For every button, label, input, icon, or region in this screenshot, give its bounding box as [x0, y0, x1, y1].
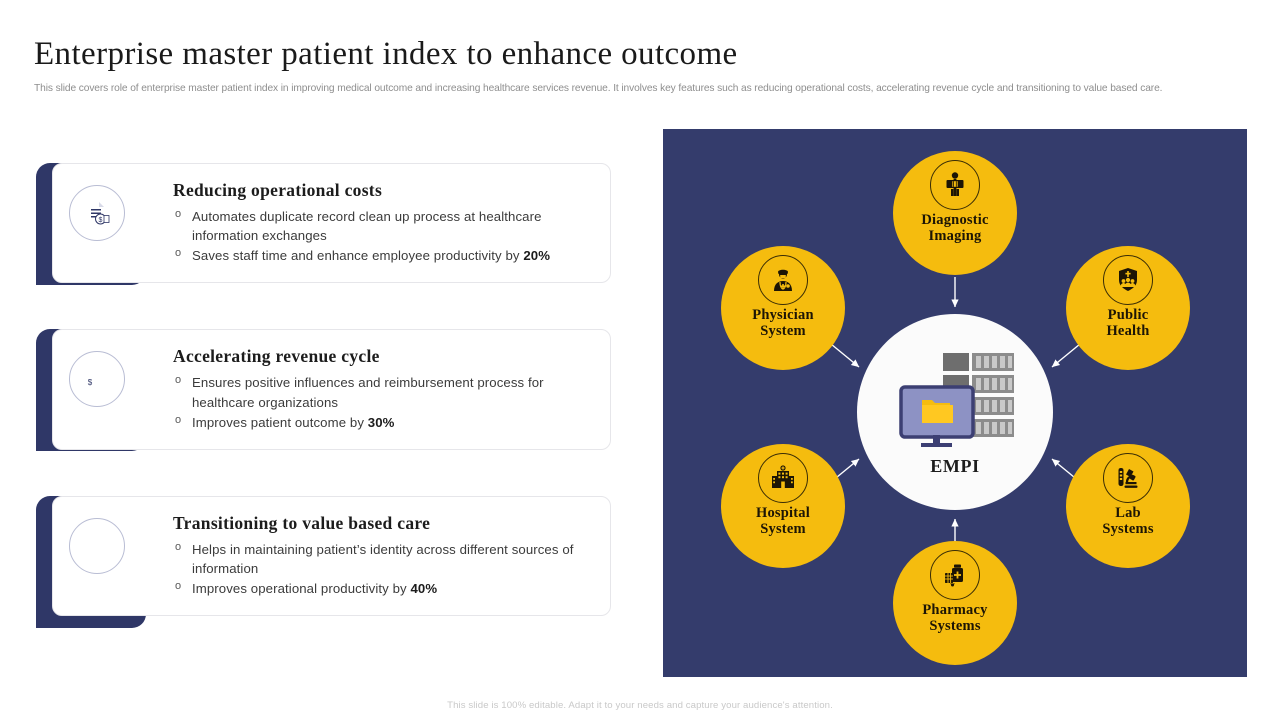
node-label: Hospital System	[756, 505, 810, 538]
feature-card[interactable]: Transitioning to value based care Helps …	[36, 495, 611, 628]
xray-person-icon	[930, 160, 980, 210]
node-pharmacy-systems[interactable]: Pharmacy Systems	[893, 541, 1017, 665]
feature-card[interactable]: $ Accelerating revenue cycle Ensures pos…	[36, 329, 611, 452]
empi-hub[interactable]: EMPI	[857, 314, 1053, 510]
node-label: Public Health	[1106, 307, 1150, 340]
hand-person-stars-icon	[69, 517, 125, 574]
node-label: Lab Systems	[1102, 505, 1154, 538]
microscope-testtube-icon	[1103, 453, 1153, 503]
shield-people-icon	[1103, 255, 1153, 305]
empi-hub-diagram: Diagnostic Imaging Physician System	[663, 129, 1247, 677]
card-body: Accelerating revenue cycle Ensures posit…	[52, 329, 611, 450]
svg-text:$: $	[88, 378, 93, 387]
doctor-stethoscope-icon	[758, 255, 808, 305]
footer-note: This slide is 100% editable. Adapt it to…	[447, 700, 833, 711]
list-item: Saves staff time and enhance employee pr…	[173, 246, 592, 265]
card-title: Accelerating revenue cycle	[173, 346, 380, 367]
card-body: Reducing operational costs Automates dup…	[52, 163, 611, 284]
hub-label: EMPI	[930, 456, 980, 476]
card-body: Transitioning to value based care Helps …	[52, 495, 611, 617]
page-header: Enterprise master patient index to enhan…	[34, 36, 1234, 97]
medicine-bottle-pills-icon	[930, 550, 980, 600]
growth-chart-dollar-icon: $	[69, 351, 125, 408]
node-label: Pharmacy Systems	[922, 602, 988, 635]
hospital-building-icon	[758, 453, 808, 503]
node-hospital-system[interactable]: Hospital System	[721, 444, 845, 568]
card-title: Reducing operational costs	[173, 180, 383, 200]
page-title: Enterprise master patient index to enhan…	[34, 36, 738, 72]
card-title: Transitioning to value based care	[173, 512, 431, 533]
list-item: Improves patient outcome by 30%	[173, 413, 592, 432]
node-public-health[interactable]: Public Health	[1066, 246, 1190, 370]
card-bullets: Helps in maintaining patient’s identity …	[173, 540, 592, 598]
list-item: Automates duplicate record clean up proc…	[173, 207, 592, 245]
node-lab-systems[interactable]: Lab Systems	[1066, 444, 1190, 568]
list-item: Improves operational productivity by 40%	[173, 579, 592, 598]
feature-card[interactable]: $ Reducing operational costs Automates d…	[36, 163, 611, 285]
list-item: Ensures positive influences and reimburs…	[173, 373, 592, 411]
card-bullets: Automates duplicate record clean up proc…	[173, 207, 592, 265]
page-subtitle: This slide covers role of enterprise mas…	[34, 83, 1163, 95]
server-monitor-folder-icon	[893, 347, 1017, 452]
document-money-icon: $	[69, 185, 125, 241]
node-physician-system[interactable]: Physician System	[721, 246, 845, 370]
card-bullets: Ensures positive influences and reimburs…	[173, 373, 592, 431]
node-label: Diagnostic Imaging	[921, 212, 989, 245]
list-item: Helps in maintaining patient’s identity …	[173, 540, 592, 578]
node-label: Physician System	[752, 307, 814, 340]
feature-card-list: $ Reducing operational costs Automates d…	[36, 163, 616, 628]
node-diagnostic-imaging[interactable]: Diagnostic Imaging	[893, 151, 1017, 275]
svg-text:$: $	[99, 217, 103, 224]
